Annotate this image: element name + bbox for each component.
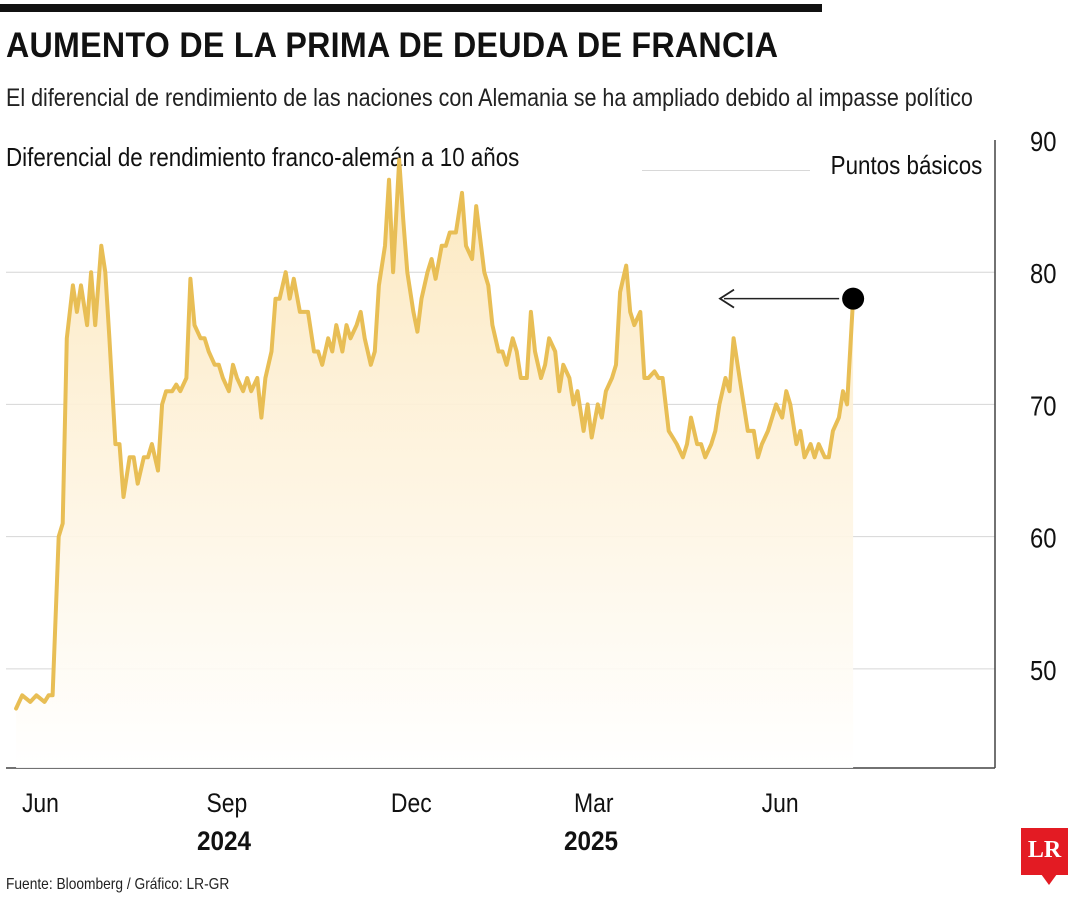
y-tick-label-70: 70	[1030, 390, 1056, 422]
x-tick-label-4: Jun	[762, 788, 799, 818]
x-tick-label-3: Mar	[574, 788, 614, 818]
y-tick-label-80: 80	[1030, 257, 1056, 289]
year-label-2024: 2024	[196, 826, 251, 856]
page-subtitle: El diferencial de rendimiento de las nac…	[6, 84, 973, 112]
unit-label-rule	[642, 170, 810, 171]
source-note: Fuente: Bloomberg / Gráfico: LR-GR	[6, 876, 230, 893]
x-tick-label-1: Sep	[206, 788, 247, 818]
top-rule	[0, 4, 822, 12]
annotation-arrow-head	[718, 288, 735, 309]
unit-label: Puntos básicos	[830, 150, 982, 180]
y-tick-label-50: 50	[1030, 654, 1056, 686]
page-title: AUMENTO DE LA PRIMA DE DEUDA DE FRANCIA	[6, 26, 779, 65]
x-tick-label-0: Jun	[22, 788, 59, 818]
y-tick-label-90: 90	[1030, 125, 1056, 157]
chart-title: Diferencial de rendimiento franco-alemán…	[6, 142, 520, 172]
lr-logo-tail	[1041, 874, 1057, 885]
series-line	[14, 157, 856, 711]
x-tick-label-2: Dec	[391, 788, 432, 818]
year-label-2025: 2025	[563, 826, 618, 856]
lr-logo: LR	[1021, 828, 1068, 875]
y-tick-label-60: 60	[1030, 522, 1056, 554]
series-area	[16, 159, 854, 769]
lr-logo-text: LR	[1027, 837, 1062, 863]
last-value-marker	[842, 287, 865, 310]
